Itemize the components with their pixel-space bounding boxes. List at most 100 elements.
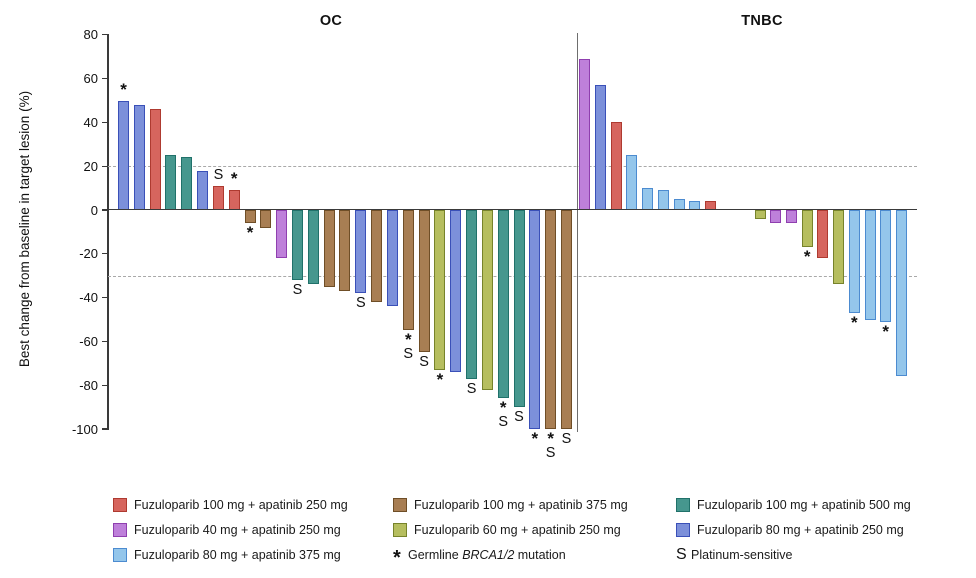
y-axis-tick-label: 60 <box>83 71 98 87</box>
y-axis-tick <box>102 384 108 386</box>
reference-line <box>108 275 917 277</box>
waterfall-bar <box>545 210 557 429</box>
waterfall-bar <box>786 210 797 224</box>
waterfall-bar <box>339 210 351 292</box>
waterfall-bar <box>817 210 829 259</box>
waterfall-bar <box>434 210 446 370</box>
legend-label: Fuzuloparib 100 mg + apatinib 500 mg <box>697 497 911 512</box>
waterfall-bar <box>642 188 654 210</box>
y-axis-tick <box>102 296 108 299</box>
legend-item: * Germline BRCA1/2 mutation <box>393 546 566 569</box>
waterfall-bar <box>895 210 907 377</box>
brca-mutation-mark: * <box>803 247 811 267</box>
waterfall-bar <box>323 210 335 287</box>
waterfall-bar <box>133 104 145 210</box>
legend-item: Fuzuloparib 80 mg + apatinib 375 mg <box>113 546 341 563</box>
brca-mutation-mark: * <box>120 79 127 99</box>
platinum-sensitive-mark: S <box>292 282 303 299</box>
brca-mutation-mark: * <box>547 429 554 448</box>
legend-label: Platinum-sensitive <box>691 547 793 562</box>
waterfall-bar <box>118 100 129 210</box>
waterfall-bar <box>481 210 493 390</box>
brca-mutation-mark: * <box>246 223 254 243</box>
group-title-oc: OC <box>319 13 343 29</box>
zero-baseline <box>108 208 917 211</box>
waterfall-bar <box>149 109 161 210</box>
waterfall-bar <box>801 210 813 248</box>
y-axis-tick <box>102 121 108 124</box>
brca-mutation-mark: * <box>230 169 238 189</box>
waterfall-bar <box>212 185 224 210</box>
brca-mutation-mark: * <box>404 330 412 350</box>
y-axis-tick-label: 40 <box>83 114 98 130</box>
y-axis-tick-label: 80 <box>83 27 98 43</box>
waterfall-bar <box>754 210 766 219</box>
waterfall-bar <box>371 210 383 302</box>
waterfall-bar <box>864 210 876 320</box>
waterfall-bar <box>848 210 860 313</box>
legend-item: Fuzuloparib 100 mg + apatinib 500 mg <box>676 496 911 513</box>
brca-mutation-mark: * <box>531 429 539 448</box>
y-axis-tick-label: 0 <box>90 202 98 218</box>
waterfall-bar <box>610 122 622 210</box>
y-axis-tick <box>102 253 108 255</box>
legend-label: Fuzuloparib 100 mg + apatinib 250 mg <box>134 497 348 512</box>
y-axis-tick-label: 20 <box>83 158 98 174</box>
platinum-sensitive-mark: S <box>561 431 572 447</box>
brca-mutation-mark: * <box>850 312 858 332</box>
platinum-sensitive-mark: S <box>419 354 429 371</box>
legend-swatch <box>393 522 407 537</box>
legend-swatch <box>676 497 690 512</box>
waterfall-bar <box>165 155 177 210</box>
waterfall-bar <box>181 157 193 210</box>
waterfall-bar <box>307 210 319 285</box>
y-axis-tick-label: -80 <box>79 377 98 393</box>
waterfall-bar <box>386 210 398 307</box>
legend-item: Fuzuloparib 100 mg + apatinib 250 mg <box>113 496 348 513</box>
legend: Fuzuloparib 100 mg + apatinib 250 mg Fuzu… <box>0 488 976 578</box>
waterfall-bar <box>579 58 591 210</box>
y-axis-tick-label: -100 <box>71 421 98 437</box>
waterfall-bar <box>560 210 572 429</box>
legend-item: Fuzuloparib 100 mg + apatinib 375 mg <box>393 496 628 513</box>
waterfall-bar <box>292 210 304 281</box>
waterfall-bar <box>466 210 478 379</box>
brca-mutation-mark: * <box>436 369 444 389</box>
legend-item: Fuzuloparib 40 mg + apatinib 250 mg <box>113 521 341 538</box>
waterfall-bar <box>228 190 240 210</box>
reference-line <box>108 166 917 168</box>
y-axis-tick <box>102 165 108 167</box>
waterfall-bar <box>244 210 256 224</box>
legend-item: Fuzuloparib 80 mg + apatinib 250 mg <box>676 521 904 538</box>
legend-label: Fuzuloparib 80 mg + apatinib 375 mg <box>134 547 341 562</box>
waterfall-bar <box>260 210 272 228</box>
legend-label: Fuzuloparib 100 mg + apatinib 375 mg <box>414 497 628 512</box>
y-axis-tick-label: -60 <box>79 333 98 349</box>
legend-label: Fuzuloparib 40 mg + apatinib 250 mg <box>134 522 341 537</box>
legend-label: Fuzuloparib 60 mg + apatinib 250 mg <box>414 522 621 537</box>
platinum-sensitive-mark: S <box>213 166 224 183</box>
brca-mutation-mark: * <box>499 398 507 418</box>
legend-swatch <box>393 497 407 512</box>
legend-swatch <box>113 547 127 562</box>
platinum-sensitive-symbol: S <box>676 545 687 563</box>
group-divider-line <box>576 33 578 432</box>
waterfall-bar <box>513 210 525 408</box>
platinum-sensitive-mark: S <box>514 409 524 426</box>
legend-item: Fuzuloparib 60 mg + apatinib 250 mg <box>393 521 621 538</box>
waterfall-bar <box>833 210 845 285</box>
waterfall-bar <box>880 210 892 322</box>
waterfall-bar <box>418 210 430 353</box>
legend-swatch <box>113 522 127 537</box>
waterfall-bar <box>402 210 414 331</box>
platinum-sensitive-mark: S <box>403 346 414 363</box>
waterfall-bar <box>595 85 606 210</box>
platinum-sensitive-mark: S <box>355 295 366 312</box>
y-axis-tick-label: -40 <box>79 290 98 306</box>
waterfall-bar <box>276 210 288 259</box>
brca-mutation-mark: * <box>882 321 889 341</box>
waterfall-bar <box>529 210 541 429</box>
waterfall-bar <box>657 190 669 210</box>
